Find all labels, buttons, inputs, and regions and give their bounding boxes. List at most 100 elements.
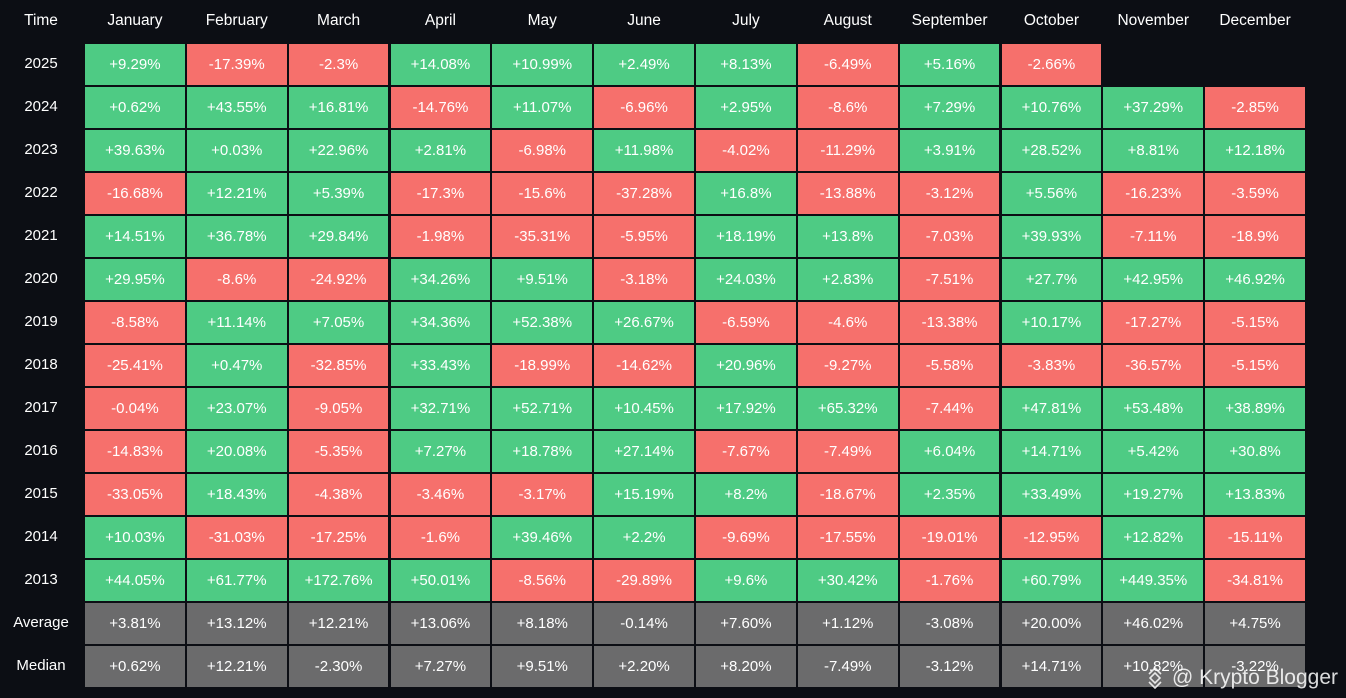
summary-cell: +20.00% [1001, 603, 1102, 644]
return-cell: +28.52% [1001, 130, 1102, 171]
return-cell: -24.92% [288, 259, 389, 300]
return-cell: +7.05% [288, 302, 389, 343]
summary-cell: +13.12% [186, 603, 287, 644]
return-cell: +10.76% [1001, 87, 1102, 128]
watermark-logo [1148, 667, 1162, 689]
return-cell: -2.85% [1205, 87, 1305, 128]
column-header: June [627, 11, 661, 29]
column-header: December [1219, 11, 1291, 29]
return-cell: -18.99% [492, 345, 593, 386]
return-cell: -14.83% [85, 431, 185, 472]
return-cell: +5.39% [288, 173, 389, 214]
return-cell: +6.04% [899, 431, 1000, 472]
return-cell: +10.17% [1001, 302, 1102, 343]
return-cell: -7.11% [1103, 216, 1204, 257]
return-cell: +7.29% [899, 87, 1000, 128]
return-cell: +13.8% [797, 216, 898, 257]
return-cell: -6.49% [797, 44, 898, 85]
return-cell: -36.57% [1103, 345, 1204, 386]
summary-cell: +13.06% [390, 603, 491, 644]
return-cell: -37.28% [594, 173, 694, 214]
return-cell: -4.38% [288, 474, 389, 515]
return-cell: -9.69% [696, 517, 796, 558]
return-cell: +18.43% [186, 474, 287, 515]
return-cell: -3.12% [899, 173, 1000, 214]
return-cell: -3.83% [1001, 345, 1102, 386]
return-cell: +42.95% [1103, 259, 1204, 300]
return-cell: -25.41% [85, 345, 185, 386]
column-header: November [1117, 11, 1189, 29]
return-cell: -17.3% [390, 173, 491, 214]
return-cell: +15.19% [594, 474, 694, 515]
return-cell: +52.38% [492, 302, 593, 343]
summary-cell: -2.30% [288, 646, 389, 687]
row-label: Average [13, 614, 69, 631]
return-cell: +53.48% [1103, 388, 1204, 429]
return-cell: +30.42% [797, 560, 898, 601]
return-cell: -3.17% [492, 474, 593, 515]
watermark: @ Krypto Blogger [1144, 666, 1338, 690]
column-header: April [424, 11, 456, 29]
return-cell: -4.6% [797, 302, 898, 343]
return-cell: -1.76% [899, 560, 1000, 601]
return-cell: -2.3% [288, 44, 389, 85]
summary-cell: +7.27% [390, 646, 491, 687]
return-cell: +2.49% [594, 44, 694, 85]
return-cell: +14.08% [390, 44, 491, 85]
summary-cell: -3.08% [899, 603, 1000, 644]
summary-cell: +12.21% [288, 603, 389, 644]
return-cell: -1.98% [390, 216, 491, 257]
return-cell: +26.67% [594, 302, 694, 343]
return-cell: -3.46% [390, 474, 491, 515]
return-cell: +3.91% [899, 130, 1000, 171]
return-cell: +60.79% [1001, 560, 1102, 601]
return-cell: +22.96% [288, 130, 389, 171]
return-cell: +10.45% [594, 388, 694, 429]
return-cell: -31.03% [186, 517, 287, 558]
return-cell: +32.71% [390, 388, 491, 429]
return-cell: -7.67% [696, 431, 796, 472]
return-cell: +12.82% [1103, 517, 1204, 558]
return-cell: +5.56% [1001, 173, 1102, 214]
return-cell: +8.81% [1103, 130, 1204, 171]
return-cell: +24.03% [696, 259, 796, 300]
return-cell: +2.95% [696, 87, 796, 128]
return-cell: +10.03% [85, 517, 185, 558]
row-label: 2016 [24, 442, 58, 459]
return-cell: -7.51% [899, 259, 1000, 300]
return-cell: +9.29% [85, 44, 185, 85]
return-cell: -18.67% [797, 474, 898, 515]
return-cell: -12.95% [1001, 517, 1102, 558]
return-cell: +34.26% [390, 259, 491, 300]
return-cell: +65.32% [797, 388, 898, 429]
return-cell: -11.29% [797, 130, 898, 171]
return-cell: +0.03% [186, 130, 287, 171]
return-cell: +172.76% [288, 560, 389, 601]
return-cell: -15.11% [1205, 517, 1305, 558]
return-cell: -29.89% [594, 560, 694, 601]
return-cell: +14.71% [1001, 431, 1102, 472]
return-cell: -5.58% [899, 345, 1000, 386]
column-header: August [823, 11, 872, 29]
row-label: Median [16, 657, 66, 674]
return-cell: -34.81% [1205, 560, 1305, 601]
return-cell: +39.63% [85, 130, 185, 171]
return-cell: +5.16% [899, 44, 1000, 85]
return-cell: -7.49% [797, 431, 898, 472]
return-cell: -16.68% [85, 173, 185, 214]
return-cell: +23.07% [186, 388, 287, 429]
return-cell: +38.89% [1205, 388, 1305, 429]
summary-cell: +14.71% [1001, 646, 1102, 687]
column-header: February [205, 11, 268, 29]
column-header: May [527, 11, 557, 29]
return-cell: +33.49% [1001, 474, 1102, 515]
return-cell: +0.47% [186, 345, 287, 386]
return-cell: +11.07% [492, 87, 593, 128]
row-label: 2014 [24, 528, 58, 545]
return-cell: -3.59% [1205, 173, 1305, 214]
return-cell: +0.62% [85, 87, 185, 128]
row-label: 2022 [24, 184, 58, 201]
return-cell: -9.27% [797, 345, 898, 386]
row-label: 2013 [24, 571, 58, 588]
